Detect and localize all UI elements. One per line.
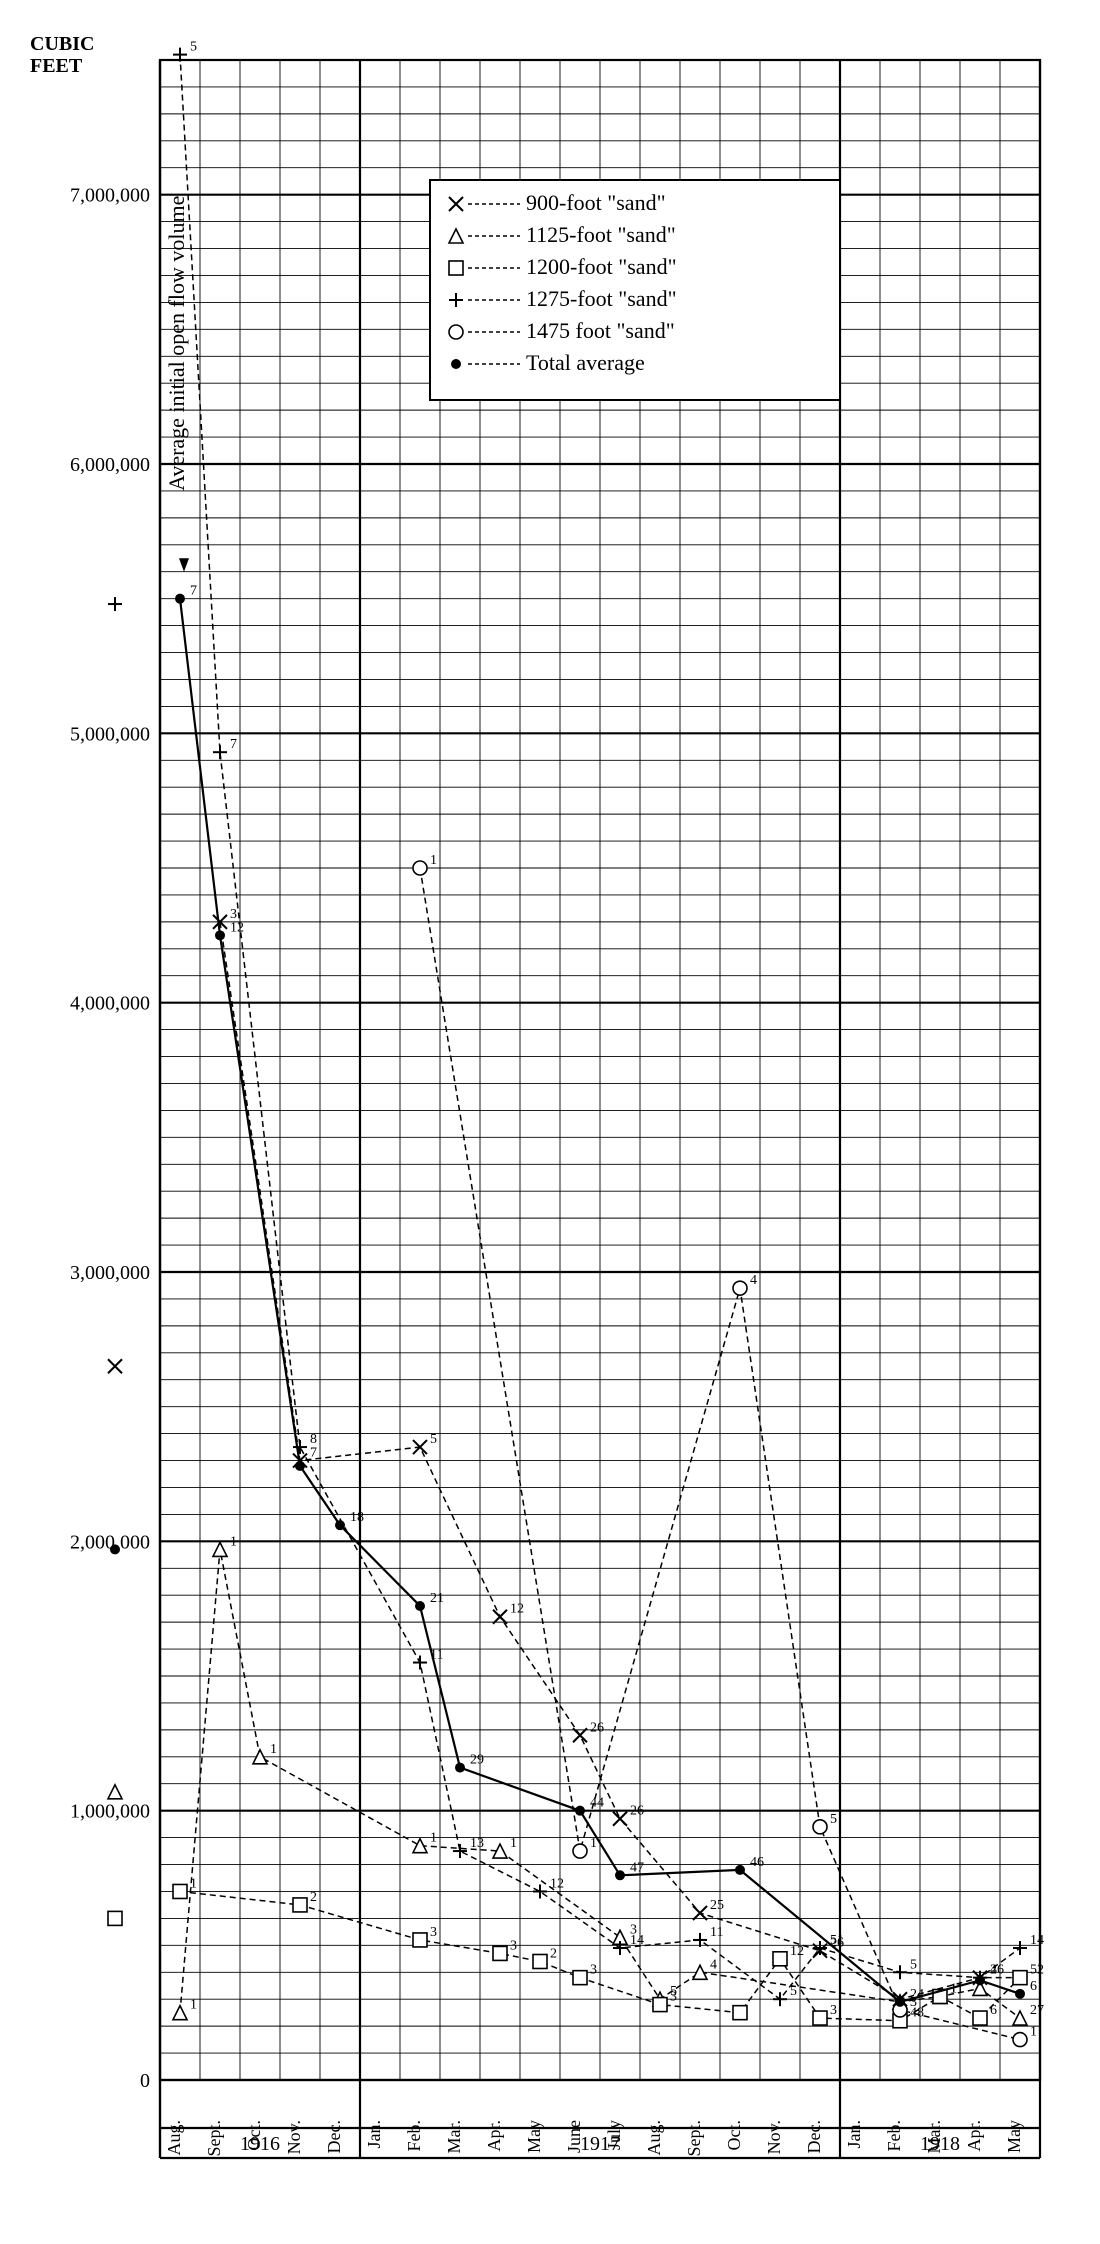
data-point-label: 1 bbox=[430, 853, 437, 868]
data-point-label: 52 bbox=[1030, 1963, 1044, 1978]
chart-container: 0 1,000,000 2,000,000 3,000,000 4,000,000 5,0… bbox=[20, 20, 1080, 2220]
y-tick-label: 1,000,000 bbox=[70, 1801, 150, 1823]
data-point-label: 47 bbox=[630, 1860, 644, 1875]
year-label: 1918 bbox=[920, 2133, 960, 2155]
data-point-label: 1 bbox=[270, 1742, 277, 1757]
data-point-label: 26 bbox=[590, 1720, 604, 1735]
y-tick-label: 0 bbox=[140, 2070, 150, 2092]
data-point-label: 12 bbox=[510, 1602, 524, 1617]
legend-item-label: 900-foot "sand" bbox=[526, 190, 666, 215]
data-point-label: 1 bbox=[230, 1534, 237, 1549]
y-axis-title: FEET bbox=[30, 55, 83, 77]
data-point-label: 29 bbox=[470, 1753, 484, 1768]
x-tick-label: Nov. bbox=[284, 2120, 304, 2154]
legend-item-label: Total average bbox=[526, 350, 645, 375]
data-point-label: 18 bbox=[350, 1510, 364, 1525]
legend-item-label: 1200-foot "sand" bbox=[526, 254, 677, 279]
data-point-label: 2 bbox=[550, 1946, 557, 1961]
data-point-label: 5 bbox=[790, 1984, 797, 1999]
data-point-label: 5 bbox=[190, 40, 197, 55]
data-point-label: 8 bbox=[310, 1432, 317, 1447]
x-tick-label: Apr. bbox=[484, 2120, 504, 2152]
x-tick-label: Mar. bbox=[444, 2120, 464, 2154]
data-point-label: 14 bbox=[630, 1933, 644, 1948]
year-label: 1916 bbox=[240, 2133, 280, 2155]
x-tick-label: Nov. bbox=[764, 2120, 784, 2154]
data-point-label: 3 bbox=[830, 2003, 837, 2018]
data-point-label: 6 bbox=[1030, 1979, 1037, 1994]
data-point-label: 7 bbox=[310, 1446, 317, 1461]
data-point-label: 21 bbox=[430, 1591, 444, 1606]
data-point-label: 3 bbox=[430, 1925, 437, 1940]
x-tick-label: Aug. bbox=[164, 2120, 184, 2156]
y-tick-label: 5,000,000 bbox=[70, 723, 150, 745]
x-tick-label: Dec. bbox=[324, 2120, 344, 2153]
y-axis-rotated-label: Average initial open flow volume bbox=[164, 196, 189, 491]
data-point-label: 1 bbox=[510, 1836, 517, 1851]
data-point-label: 7 bbox=[230, 737, 237, 752]
data-point-label: 44 bbox=[590, 1796, 604, 1811]
y-tick-label: 3,000,000 bbox=[70, 1262, 150, 1284]
data-point-label: 12 bbox=[550, 1876, 564, 1891]
data-point-label: 1 bbox=[190, 1998, 197, 2013]
data-point-label: 1 bbox=[190, 1876, 197, 1891]
y-tick-label: 4,000,000 bbox=[70, 993, 150, 1015]
data-point-label: 3 bbox=[510, 1938, 517, 1953]
data-point-label: 25 bbox=[710, 1898, 724, 1913]
data-point-label: 6 bbox=[990, 2003, 997, 2018]
data-point-label: 12 bbox=[790, 1944, 804, 1959]
y-axis-title: CUBIC bbox=[30, 33, 94, 55]
data-point-label: 1 bbox=[1030, 2025, 1037, 2040]
data-point-label: 4 bbox=[750, 1273, 757, 1288]
x-tick-label: Apr. bbox=[964, 2120, 984, 2152]
x-tick-label: Jan. bbox=[364, 2120, 384, 2149]
data-point-label: 1 bbox=[430, 1831, 437, 1846]
x-tick-label: Jan. bbox=[844, 2120, 864, 2149]
y-tick-label: 6,000,000 bbox=[70, 454, 150, 476]
data-point-label: 2 bbox=[310, 1890, 317, 1905]
x-tick-label: Feb. bbox=[884, 2120, 904, 2152]
x-tick-label: May bbox=[1004, 2120, 1024, 2153]
line-chart: 0 1,000,000 2,000,000 3,000,000 4,000,000 5,0… bbox=[20, 20, 1080, 2220]
data-point-label: 7 bbox=[190, 584, 197, 599]
data-point-label: 4 bbox=[710, 1957, 717, 1972]
data-point-label: 5 bbox=[430, 1432, 437, 1447]
x-tick-label: Oct. bbox=[724, 2120, 744, 2151]
data-point-label: 13 bbox=[470, 1836, 484, 1851]
data-point-label: 3 bbox=[590, 1963, 597, 1978]
x-tick-label: Feb. bbox=[404, 2120, 424, 2152]
data-point-label: 14 bbox=[1030, 1933, 1044, 1948]
year-label: 1917 bbox=[580, 2133, 620, 2155]
y-tick-label: 2,000,000 bbox=[70, 1531, 150, 1553]
data-point-label: 27 bbox=[1030, 2003, 1044, 2018]
data-point-label: 4 bbox=[990, 1963, 997, 1978]
data-point-label: 3 bbox=[670, 1990, 677, 2005]
data-point-label: 11 bbox=[710, 1925, 723, 1940]
legend-item-label: 1125-foot "sand" bbox=[526, 222, 676, 247]
data-point-label: 12 bbox=[230, 920, 244, 935]
data-point-label: 26 bbox=[630, 1804, 644, 1819]
legend-item-label: 1475 foot "sand" bbox=[526, 318, 675, 343]
x-tick-label: Sept. bbox=[204, 2120, 224, 2157]
x-tick-label: May bbox=[524, 2120, 544, 2153]
data-point-label: 5 bbox=[910, 1957, 917, 1972]
data-point-label: 5 bbox=[830, 1812, 837, 1827]
data-point-label: 46 bbox=[750, 1855, 764, 1870]
x-tick-label: Aug. bbox=[644, 2120, 664, 2156]
x-tick-label: Sept. bbox=[684, 2120, 704, 2157]
x-tick-label: Dec. bbox=[804, 2120, 824, 2153]
legend-item-label: 1275-foot "sand" bbox=[526, 286, 677, 311]
y-tick-label: 7,000,000 bbox=[70, 185, 150, 207]
